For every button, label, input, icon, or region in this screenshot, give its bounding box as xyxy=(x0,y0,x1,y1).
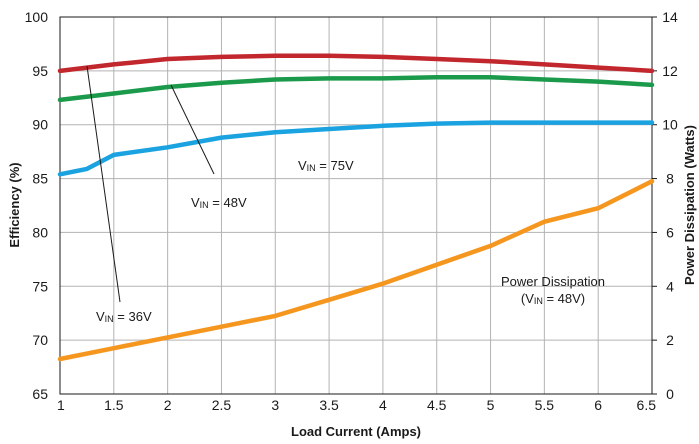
label-power-dissipation: Power Dissipation xyxy=(501,274,605,289)
label-vin-48v: VIN = 48V xyxy=(191,195,247,210)
x-axis-ticks: 1 1.5 2 2.5 3 3.5 4 4.5 5 5.5 6 6.5 xyxy=(57,397,656,413)
y-axis-title: Efficiency (%) xyxy=(7,162,22,247)
x-tick-label: 4.5 xyxy=(427,397,447,413)
series-line-0 xyxy=(57,53,655,74)
x-tick-label: 6 xyxy=(594,397,602,413)
series-line-1 xyxy=(57,75,655,103)
x-tick-label: 2.5 xyxy=(212,397,232,413)
label-vin-75v: VIN = 75V xyxy=(298,158,354,173)
x-axis-title: Load Current (Amps) xyxy=(291,424,421,439)
y-tick-label: 90 xyxy=(32,117,48,133)
y2-tick-label: 8 xyxy=(666,171,674,187)
y2-tick-label: 6 xyxy=(666,224,674,240)
x-tick-label: 5 xyxy=(487,397,495,413)
y-tick-label: 70 xyxy=(32,332,48,348)
x-tick-label: 3.5 xyxy=(319,397,339,413)
x-tick-label: 1 xyxy=(57,397,65,413)
y2-tick-label: 12 xyxy=(662,63,678,79)
y-tick-label: 75 xyxy=(32,278,48,294)
x-tick-label: 2 xyxy=(164,397,172,413)
y2-tick-label: 0 xyxy=(666,386,674,402)
y-axis-ticks: 65 70 75 80 85 90 95 100 xyxy=(25,9,49,402)
y2-tick-label: 10 xyxy=(662,117,678,133)
grid-lines xyxy=(59,16,653,395)
series-line-2 xyxy=(57,120,655,177)
y-tick-label: 100 xyxy=(25,9,49,25)
y-tick-label: 80 xyxy=(32,224,48,240)
leader-36v xyxy=(86,65,121,303)
annotation-leaders xyxy=(86,65,215,303)
x-tick-label: 3 xyxy=(271,397,279,413)
y2-axis-title: Power Dissipation (Watts) xyxy=(682,125,697,285)
y2-axis-ticks: 0 2 4 6 8 10 12 14 xyxy=(652,9,678,402)
y-tick-label: 95 xyxy=(32,63,48,79)
label-power-dissipation-vin: (VIN = 48V) xyxy=(521,291,585,306)
y-tick-label: 85 xyxy=(32,171,48,187)
label-vin-36v: VIN = 36V xyxy=(96,309,152,324)
y2-tick-label: 14 xyxy=(662,9,678,25)
x-tick-label: 6.5 xyxy=(637,397,657,413)
plot-frame xyxy=(59,16,653,395)
x-tick-label: 1.5 xyxy=(104,397,124,413)
y-tick-label: 65 xyxy=(32,386,48,402)
x-tick-label: 4 xyxy=(379,397,387,413)
y2-tick-label: 4 xyxy=(666,278,674,294)
series-lines xyxy=(57,53,655,362)
y2-tick-label: 2 xyxy=(666,332,674,348)
x-tick-label: 5.5 xyxy=(535,397,555,413)
series-line-3 xyxy=(57,179,655,362)
leader-48v xyxy=(170,84,215,175)
